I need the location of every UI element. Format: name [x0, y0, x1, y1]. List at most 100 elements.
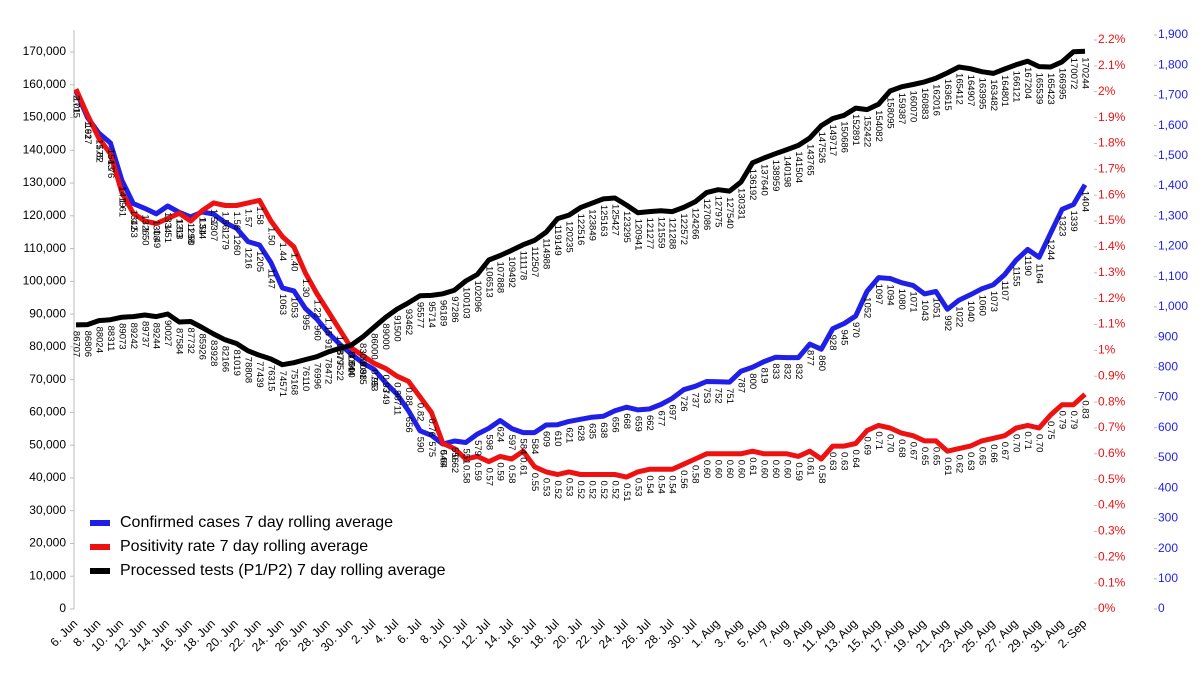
data-label: 1298: [185, 223, 196, 244]
data-label: 0.60: [724, 460, 735, 479]
data-label: 1040: [965, 301, 976, 322]
data-label: 1216: [242, 248, 253, 269]
data-label: 109492: [506, 256, 517, 288]
tick-label: 130,000: [23, 175, 67, 189]
data-label: 1.54: [197, 217, 208, 236]
tick-label: 1.4%: [1098, 239, 1126, 253]
tick-label: 1.1%: [1098, 317, 1126, 331]
tick-label: 60,000: [29, 405, 66, 419]
tick-label: 100,000: [23, 274, 67, 288]
data-label: 0.60: [781, 460, 792, 479]
data-label: 0.65: [919, 447, 930, 466]
data-label: 87584: [174, 328, 185, 354]
tick-label: 600: [1158, 420, 1178, 434]
tick-label: 1,600: [1158, 118, 1188, 132]
tick-label: 0.1%: [1098, 575, 1126, 589]
data-label: 1339: [1068, 210, 1079, 231]
data-label: 0.75: [1045, 421, 1056, 440]
tick-label: 1,200: [1158, 239, 1188, 253]
data-label: 1313: [174, 218, 185, 239]
data-label: 163615: [942, 79, 953, 111]
tick-label: 700: [1158, 390, 1178, 404]
data-label: 0.67: [999, 442, 1010, 461]
data-label: 1.44: [277, 243, 288, 262]
data-label: 160883: [919, 88, 930, 120]
data-label: 89073: [116, 323, 127, 349]
data-label: 1.91: [82, 121, 93, 140]
data-label: 165423: [1045, 73, 1056, 105]
data-label: 0.62: [953, 455, 964, 474]
tick-label: 1,400: [1158, 178, 1188, 192]
data-label: 1334: [162, 212, 173, 233]
data-label: 154082: [873, 110, 884, 142]
data-label: 100103: [460, 287, 471, 319]
data-label: 170244: [1079, 57, 1090, 89]
data-label: 656: [609, 417, 620, 433]
tick-label: 1.9%: [1098, 110, 1126, 124]
data-label: 136192: [747, 169, 758, 201]
data-label: 877: [334, 350, 345, 366]
data-label: 159387: [896, 93, 907, 125]
data-label: 635: [586, 423, 597, 439]
tick-label: 40,000: [29, 470, 66, 484]
data-label: 141504: [793, 151, 804, 183]
data-label: 1.76: [105, 160, 116, 179]
data-label: 0.52: [586, 481, 597, 500]
tick-label: 20,000: [29, 536, 66, 550]
tick-label: 1,500: [1158, 148, 1188, 162]
data-label: 0.53: [564, 478, 575, 497]
data-label: 120235: [564, 221, 575, 253]
data-label: 0.54: [644, 475, 655, 494]
data-label: 1.40: [288, 253, 299, 272]
data-label: 590: [414, 437, 425, 453]
data-label: 662: [644, 415, 655, 431]
tick-label: 1,300: [1158, 208, 1188, 222]
data-label: 584: [529, 439, 540, 455]
data-label: 0.54: [655, 475, 666, 494]
tick-label: 1.3%: [1098, 265, 1126, 279]
data-label: 624: [495, 426, 506, 442]
tick-label: 140,000: [23, 142, 67, 156]
tick-label: 120,000: [23, 208, 67, 222]
data-label: 1107: [999, 281, 1010, 301]
data-label: 166995: [1057, 68, 1068, 100]
data-label: 78472: [323, 358, 334, 384]
data-label: 86707: [70, 331, 81, 357]
data-label: 1260: [231, 234, 242, 255]
data-label: 77439: [254, 361, 265, 387]
tick-label: 800: [1158, 359, 1178, 373]
data-label: 1.82: [93, 144, 104, 163]
data-label: 0.59: [495, 462, 506, 481]
tick-label: 0.5%: [1098, 472, 1126, 486]
data-label: 945: [839, 330, 850, 346]
data-label: 1.56: [231, 212, 242, 231]
data-label: 1155: [1011, 266, 1022, 286]
data-label: 0.65: [976, 447, 987, 466]
data-label: 546: [437, 450, 448, 466]
data-label: 79522: [334, 354, 345, 380]
data-label: 0.60: [701, 460, 712, 479]
data-label: 610: [552, 431, 563, 447]
data-label: 89737: [139, 321, 150, 347]
data-label: 737: [690, 392, 701, 408]
data-label: 123849: [586, 209, 597, 241]
data-label: 0.60: [758, 460, 769, 479]
data-label: 90027: [162, 320, 173, 346]
data-label: 1.01: [346, 354, 357, 373]
data-label: 78808: [242, 357, 253, 383]
data-label: 122516: [575, 214, 586, 246]
data-label: 86806: [82, 331, 93, 357]
data-label: 1244: [1045, 239, 1056, 260]
data-label: 0.63: [827, 452, 838, 471]
tick-label: 500: [1158, 450, 1178, 464]
data-label: 127540: [724, 197, 735, 229]
tick-label: 0.2%: [1098, 549, 1126, 563]
data-label: 0.79: [1057, 411, 1068, 430]
data-label: 1043: [919, 300, 930, 321]
data-label: 833: [770, 363, 781, 379]
data-label: 130331: [736, 188, 747, 220]
data-label: 1022: [953, 306, 964, 327]
data-label: 579: [472, 440, 483, 456]
data-label: 152891: [850, 114, 861, 146]
data-label: 1.57: [242, 209, 253, 228]
